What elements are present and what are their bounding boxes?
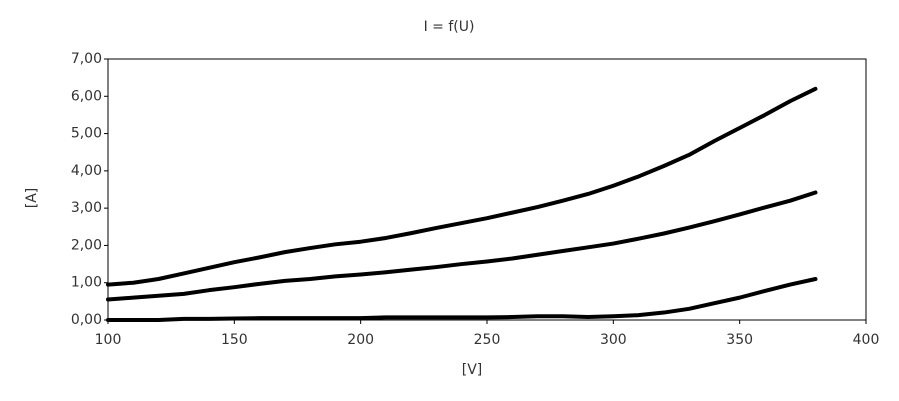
y-tick-label: 3,00 [71, 200, 102, 216]
y-tick-label: 1,00 [71, 275, 102, 291]
data-line [106, 86, 818, 287]
x-tick-label: 100 [95, 332, 122, 348]
y-tick-label: 2,00 [71, 237, 102, 253]
x-axis-label: [V] [462, 362, 483, 378]
y-tick-label: 5,00 [71, 126, 102, 142]
x-tick-label: 400 [853, 332, 880, 348]
x-tick-label: 300 [600, 332, 627, 348]
data-line [106, 276, 818, 322]
x-tick-label: 200 [347, 332, 374, 348]
plot-frame [107, 58, 867, 321]
chart-title: I = f(U) [424, 19, 475, 35]
data-line [106, 190, 818, 302]
y-tick-label: 7,00 [71, 51, 102, 67]
x-tick-label: 250 [474, 332, 501, 348]
y-tick-label: 0,00 [71, 312, 102, 328]
y-tick-label: 6,00 [71, 88, 102, 104]
y-axis-label: [A] [24, 188, 40, 209]
y-tick-label: 4,00 [71, 163, 102, 179]
x-tick-label: 350 [726, 332, 753, 348]
x-tick-label: 150 [221, 332, 248, 348]
